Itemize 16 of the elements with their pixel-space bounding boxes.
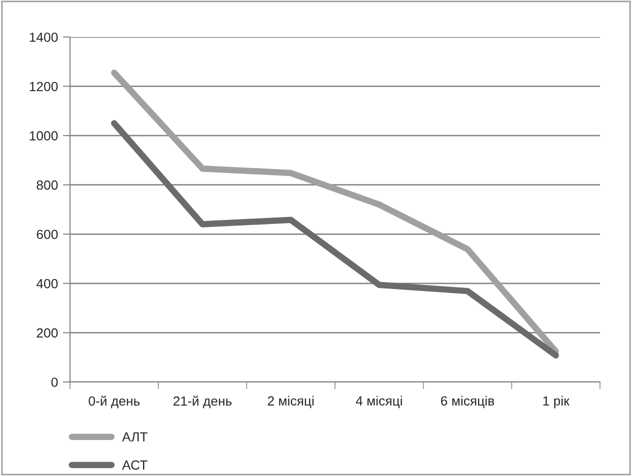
y-tick-label: 1000 bbox=[30, 131, 58, 140]
y-tick-label: 1400 bbox=[30, 32, 58, 42]
y-tick-label: 600 bbox=[36, 230, 58, 240]
x-tick-label: 21-й день bbox=[174, 396, 232, 408]
y-tick-label: 1200 bbox=[30, 82, 58, 92]
x-tick-label: 6 місяців bbox=[441, 396, 494, 408]
x-tick-label: 0-й день bbox=[88, 396, 140, 408]
y-tick-label: 800 bbox=[36, 180, 58, 190]
legend-label: АСТ bbox=[122, 460, 148, 470]
x-tick-label: 4 місяці bbox=[356, 396, 402, 408]
legend-label: АЛТ bbox=[122, 432, 148, 442]
y-tick-label: 0 bbox=[51, 378, 58, 387]
y-tick-label: 400 bbox=[36, 278, 58, 288]
x-tick-label: 2 місяці bbox=[268, 396, 314, 408]
x-tick-label: 1 рік bbox=[543, 396, 570, 408]
y-tick-label: 200 bbox=[36, 328, 58, 338]
